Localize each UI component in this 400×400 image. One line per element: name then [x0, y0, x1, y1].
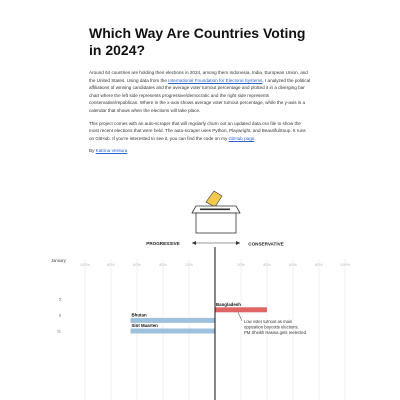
x-tick-label: 60%	[133, 262, 141, 267]
annotation-line: Low voter turnout as main	[244, 319, 293, 324]
x-tick-label: 40%	[159, 262, 167, 267]
author-link[interactable]: Katrina Ventura	[95, 148, 128, 154]
x-axis-ticks: 100% 80% 60% 40% 20% 20% 40% 60% 80% 100%	[80, 262, 351, 267]
day-tick-label: 5	[59, 297, 62, 302]
x-tick-label: 100%	[340, 262, 351, 267]
scraper-text-after: .	[254, 135, 256, 141]
bar-label: Sint Maarten	[132, 323, 159, 328]
github-link[interactable]: GitHub page	[228, 135, 255, 141]
annotation-leader	[237, 312, 243, 321]
election-chart: PROGRESSIVE CONSERVATIVE January 100% 80%…	[51, 190, 351, 400]
x-tick-label: 80%	[107, 262, 115, 267]
scraper-paragraph: This project comes with an auto-scraper …	[89, 120, 311, 143]
day-tick-label: 8	[59, 313, 62, 318]
x-tick-label: 20%	[185, 262, 193, 267]
intro-text-before: Around 64 countries are holding their el…	[89, 70, 308, 83]
x-tick-label: 60%	[289, 262, 297, 267]
ballot-box-icon	[191, 190, 241, 234]
x-tick-label: 20%	[237, 262, 245, 267]
bar-bhutan[interactable]	[130, 317, 216, 323]
bar-label: Bhutan	[132, 312, 147, 317]
x-tick-label: 100%	[80, 262, 91, 267]
direction-arrow-icon	[192, 241, 240, 245]
ifes-link[interactable]: International Foundation for Electoral S…	[168, 77, 263, 83]
progressive-label: PROGRESSIVE	[146, 241, 179, 246]
scraper-text-before: This project comes with an auto-scraper …	[89, 120, 306, 141]
bar-label: Bangladesh	[216, 302, 241, 307]
bar-sint-maarten[interactable]	[130, 328, 216, 334]
annotation-line: opposition boycotts elections.	[244, 324, 299, 329]
bar-bangladesh[interactable]	[215, 307, 267, 313]
y-axis-day-ticks: 5 8 11	[57, 297, 62, 334]
article: Which Way Are Countries Voting in 2024? …	[89, 25, 311, 154]
intro-paragraph: Around 64 countries are holding their el…	[89, 69, 311, 115]
x-tick-label: 40%	[263, 262, 271, 267]
intro-text-after: , I analyzed the political affiliations …	[89, 77, 311, 113]
byline: By Katrina Ventura	[89, 147, 311, 154]
month-label: January	[51, 258, 67, 263]
day-tick-label: 11	[57, 329, 62, 334]
conservative-label: CONSERVATIVE	[248, 242, 283, 247]
bars: Bangladesh Bhutan Sint Maarten	[130, 302, 267, 334]
x-tick-label: 80%	[315, 262, 323, 267]
page-title: Which Way Are Countries Voting in 2024?	[89, 25, 306, 58]
byline-prefix: By	[89, 148, 96, 154]
annotation-line: PM Sheikh Hasina gets reelected.	[244, 330, 307, 335]
